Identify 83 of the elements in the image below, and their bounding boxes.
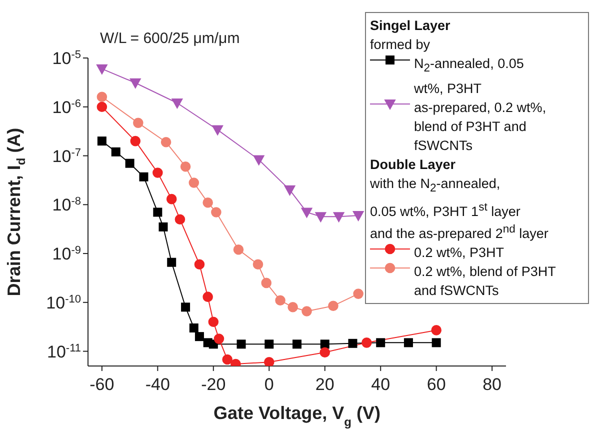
point — [139, 172, 148, 182]
annotation: with the N$_{2}$-annealed, — [370, 176, 500, 194]
point — [352, 210, 364, 221]
y-tick-label: 10$^{-9}$ — [52, 244, 81, 264]
point — [333, 212, 344, 222]
legend-title: Singel Layer — [370, 18, 450, 33]
y-tick-label: 10$^{-8}$ — [52, 196, 81, 215]
x-tick-label: -40 — [145, 375, 170, 394]
point — [202, 197, 213, 208]
y-tick-label: 10$^{-6}$ — [52, 98, 81, 117]
point — [208, 316, 219, 328]
point — [96, 102, 108, 112]
annotation: Double Layer — [370, 156, 456, 172]
point — [153, 208, 162, 217]
point — [236, 340, 246, 349]
point — [125, 158, 134, 168]
annotation: and the as-prepared 2$^{nd}$ layer — [370, 224, 548, 242]
x-tick-label: 60 — [426, 375, 446, 394]
point — [96, 64, 108, 74]
x-tick-label: -20 — [201, 375, 226, 394]
point — [212, 125, 224, 136]
point — [174, 214, 186, 225]
point — [214, 334, 224, 344]
point — [189, 323, 198, 332]
point — [194, 259, 205, 270]
point — [181, 302, 190, 312]
point — [233, 244, 244, 255]
point — [284, 185, 296, 196]
point — [353, 288, 364, 299]
point — [432, 338, 441, 348]
x-axis-title: Gate Voltage, V$_{g}$ (V) — [213, 403, 381, 429]
point — [167, 258, 176, 267]
point — [222, 354, 232, 365]
legend-label: 0.2 wt%, P3HT — [414, 245, 504, 260]
point — [362, 338, 372, 348]
point — [188, 178, 200, 188]
point — [320, 340, 330, 349]
text: W/L = 600/25 μm/μm — [100, 30, 240, 47]
point — [130, 78, 141, 88]
legend-label: 0.2 wt%, blend of P3HT and fSWCNTs — [414, 264, 556, 298]
x-tick-label: 0 — [264, 375, 274, 394]
point — [302, 306, 312, 316]
point — [328, 300, 338, 312]
annotation: 0.05 wt%, P3HT 1$^{st}$ layer — [370, 201, 520, 219]
point — [315, 212, 326, 222]
point — [404, 338, 413, 348]
point — [348, 338, 358, 348]
point — [261, 278, 272, 288]
point — [264, 340, 274, 349]
point — [376, 338, 386, 348]
y-tick-label: 10$^{-11}$ — [46, 342, 81, 362]
point — [431, 325, 442, 336]
text: formed by — [370, 37, 430, 52]
point — [97, 136, 106, 146]
point — [292, 340, 302, 349]
point — [180, 161, 191, 172]
point — [166, 194, 177, 204]
point — [130, 136, 141, 146]
point — [252, 259, 264, 270]
point — [202, 292, 213, 302]
point — [275, 295, 286, 306]
point — [211, 207, 222, 218]
point — [264, 356, 274, 366]
point — [133, 118, 144, 128]
point — [96, 92, 108, 102]
x-tick-label: 80 — [482, 375, 502, 394]
point — [253, 155, 264, 166]
point — [172, 98, 183, 109]
y-tick-label: 10$^{-7}$ — [52, 146, 81, 166]
point — [152, 168, 163, 178]
point — [111, 147, 120, 156]
y-tick-label: 10$^{-10}$ — [46, 293, 81, 312]
x-tick-label: 20 — [315, 375, 334, 394]
y-tick-label: 10$^{-5}$ — [52, 49, 81, 68]
point — [320, 347, 330, 358]
x-tick-label: 40 — [371, 375, 390, 394]
point — [288, 302, 298, 312]
x-tick-label: -60 — [90, 375, 114, 394]
legend-label: as-prepared, 0.2 wt%, blend of P3HT and fSWCNTs — [414, 100, 546, 153]
point — [194, 332, 204, 342]
point — [158, 222, 168, 232]
point — [301, 208, 312, 218]
point — [160, 136, 172, 148]
